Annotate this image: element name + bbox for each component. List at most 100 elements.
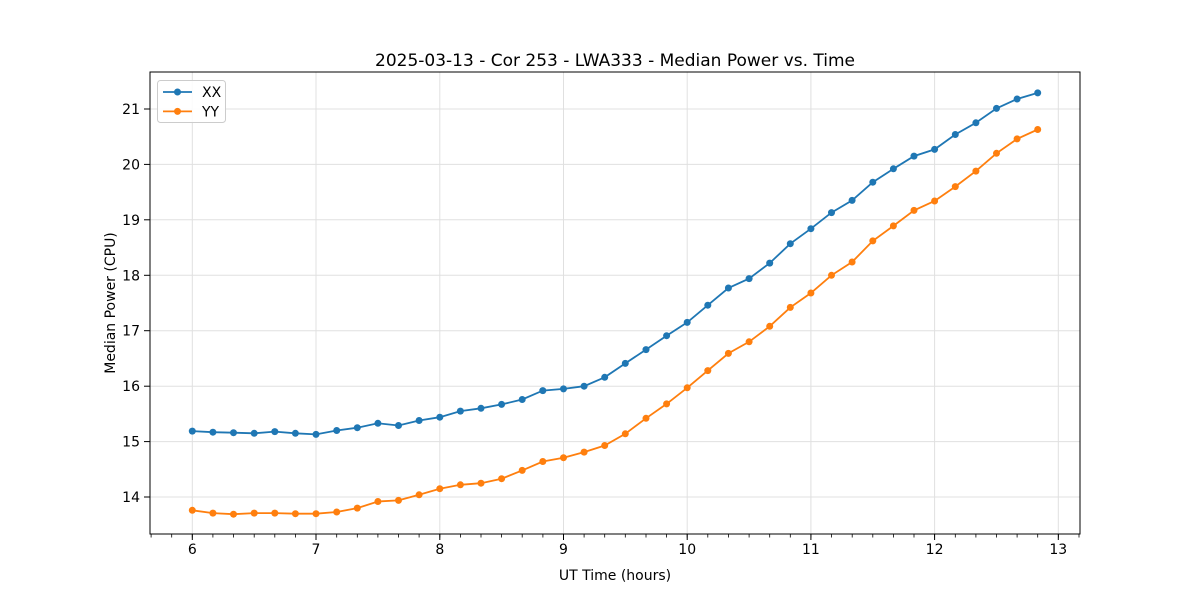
data-point [889,222,897,230]
x-tick-label: 8 [435,542,444,558]
data-point [539,458,547,465]
data-point [271,509,279,517]
data-point [374,419,382,427]
x-axis-ticks: 6 7 8 9 10 11 12 13 [150,534,1080,558]
data-point [291,429,299,437]
data-point [539,387,547,395]
y-tick-label: 15 [122,435,140,451]
data-point [230,510,237,518]
data-point [1013,95,1021,103]
data-point [828,271,835,279]
data-point [931,197,939,205]
data-point [621,359,629,367]
data-point [663,400,671,408]
data-point [498,475,506,483]
data-point [869,237,877,245]
data-point [560,454,567,462]
data-point [477,404,485,412]
series-line-xx [192,92,1038,436]
data-point [807,289,815,297]
data-point [972,167,980,175]
data-point [333,508,341,516]
data-point [704,301,712,309]
data-point [786,240,794,248]
data-point [209,509,217,517]
data-point [848,258,856,266]
data-point [395,422,402,429]
axes [149,71,1081,535]
data-point [683,318,691,326]
data-point [1034,126,1042,133]
legend-label: XX [202,85,222,101]
y-axis-label: Median Power (CPU) [103,232,119,374]
data-point [353,504,361,512]
y-tick-label: 14 [122,490,140,506]
data-point [415,491,423,499]
data-point [683,384,691,392]
data-point [436,413,444,421]
data-point [456,481,464,489]
data-point [993,149,1000,157]
data-point [374,498,382,505]
data-point [188,506,196,514]
y-axis-ticks: 14 15 16 17 18 19 20 21 [122,102,150,506]
x-tick-label: 7 [312,542,321,558]
data-point [271,428,279,436]
data-point [786,303,794,311]
y-tick-label: 20 [122,157,140,173]
data-point [766,322,774,330]
data-point [518,396,526,403]
data-point [910,152,918,160]
data-point [230,429,237,437]
legend-label: YY [201,104,220,120]
data-point [415,417,423,424]
data-point [951,183,959,191]
data-point [250,429,258,437]
data-point [642,414,650,422]
plot-border [149,71,1081,535]
y-tick-label: 17 [122,324,140,340]
x-tick-label: 6 [188,542,197,558]
data-point [601,442,609,449]
legend-marker [174,107,181,115]
data-point [477,479,485,487]
data-point [910,206,918,214]
x-tick-label: 9 [559,542,568,558]
data-point [601,373,609,381]
data-point [580,382,588,390]
data-point [869,178,877,186]
data-point [395,496,402,504]
grid [150,72,1080,534]
data-point [498,400,506,408]
y-tick-label: 18 [122,268,140,284]
data-point [972,119,980,127]
data-point [745,338,753,346]
series-yy [188,126,1042,518]
data-point [333,427,341,434]
x-tick-label: 12 [926,542,944,558]
data-point [889,165,897,173]
data-point [704,367,712,375]
y-tick-label: 21 [122,102,140,118]
data-point [766,259,774,267]
x-axis-label: UT Time (hours) [559,568,671,584]
data-point [1034,89,1042,97]
data-point [642,346,650,354]
data-point [745,275,753,283]
data-point [951,131,959,138]
data-point [312,430,320,438]
data-point [250,509,258,517]
data-point [209,428,217,436]
x-tick-label: 11 [802,542,820,558]
x-tick-label: 10 [678,542,696,558]
data-point [188,427,196,435]
data-point [312,510,320,518]
data-point [621,430,629,438]
data-point [993,104,1000,112]
legend-marker [174,88,181,96]
data-point [456,407,464,415]
y-tick-label: 19 [122,213,140,229]
data-point [291,510,299,518]
data-point [436,485,444,493]
